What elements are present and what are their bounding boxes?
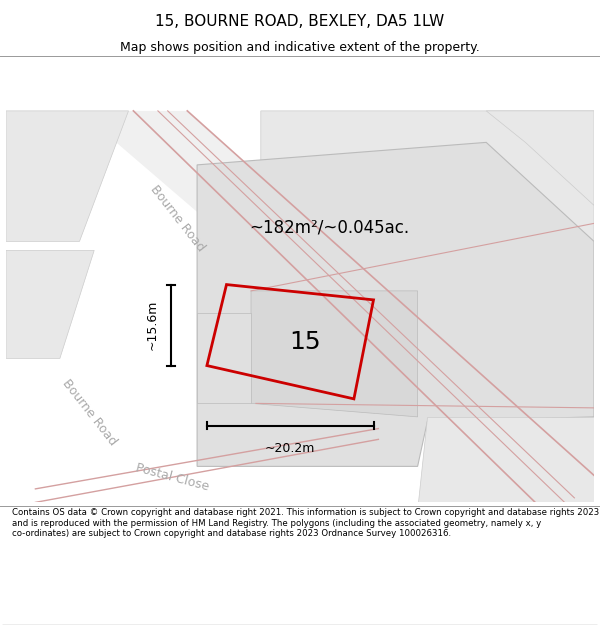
Text: ~15.6m: ~15.6m: [146, 300, 159, 350]
Text: Contains OS data © Crown copyright and database right 2021. This information is : Contains OS data © Crown copyright and d…: [12, 508, 599, 538]
Text: Postal Close: Postal Close: [134, 461, 211, 493]
Polygon shape: [6, 251, 94, 358]
Polygon shape: [261, 111, 594, 368]
Polygon shape: [197, 142, 594, 466]
Polygon shape: [6, 111, 128, 241]
Text: ~20.2m: ~20.2m: [265, 442, 316, 455]
Polygon shape: [251, 291, 418, 417]
Polygon shape: [79, 111, 594, 502]
Polygon shape: [486, 111, 594, 206]
Text: 15, BOURNE ROAD, BEXLEY, DA5 1LW: 15, BOURNE ROAD, BEXLEY, DA5 1LW: [155, 14, 445, 29]
Text: ~182m²/~0.045ac.: ~182m²/~0.045ac.: [249, 219, 409, 237]
Text: 15: 15: [289, 330, 321, 354]
Polygon shape: [197, 313, 251, 403]
Text: Map shows position and indicative extent of the property.: Map shows position and indicative extent…: [120, 41, 480, 54]
Polygon shape: [418, 417, 594, 502]
Text: Bourne Road: Bourne Road: [59, 377, 119, 448]
Text: Bourne Road: Bourne Road: [148, 183, 208, 254]
